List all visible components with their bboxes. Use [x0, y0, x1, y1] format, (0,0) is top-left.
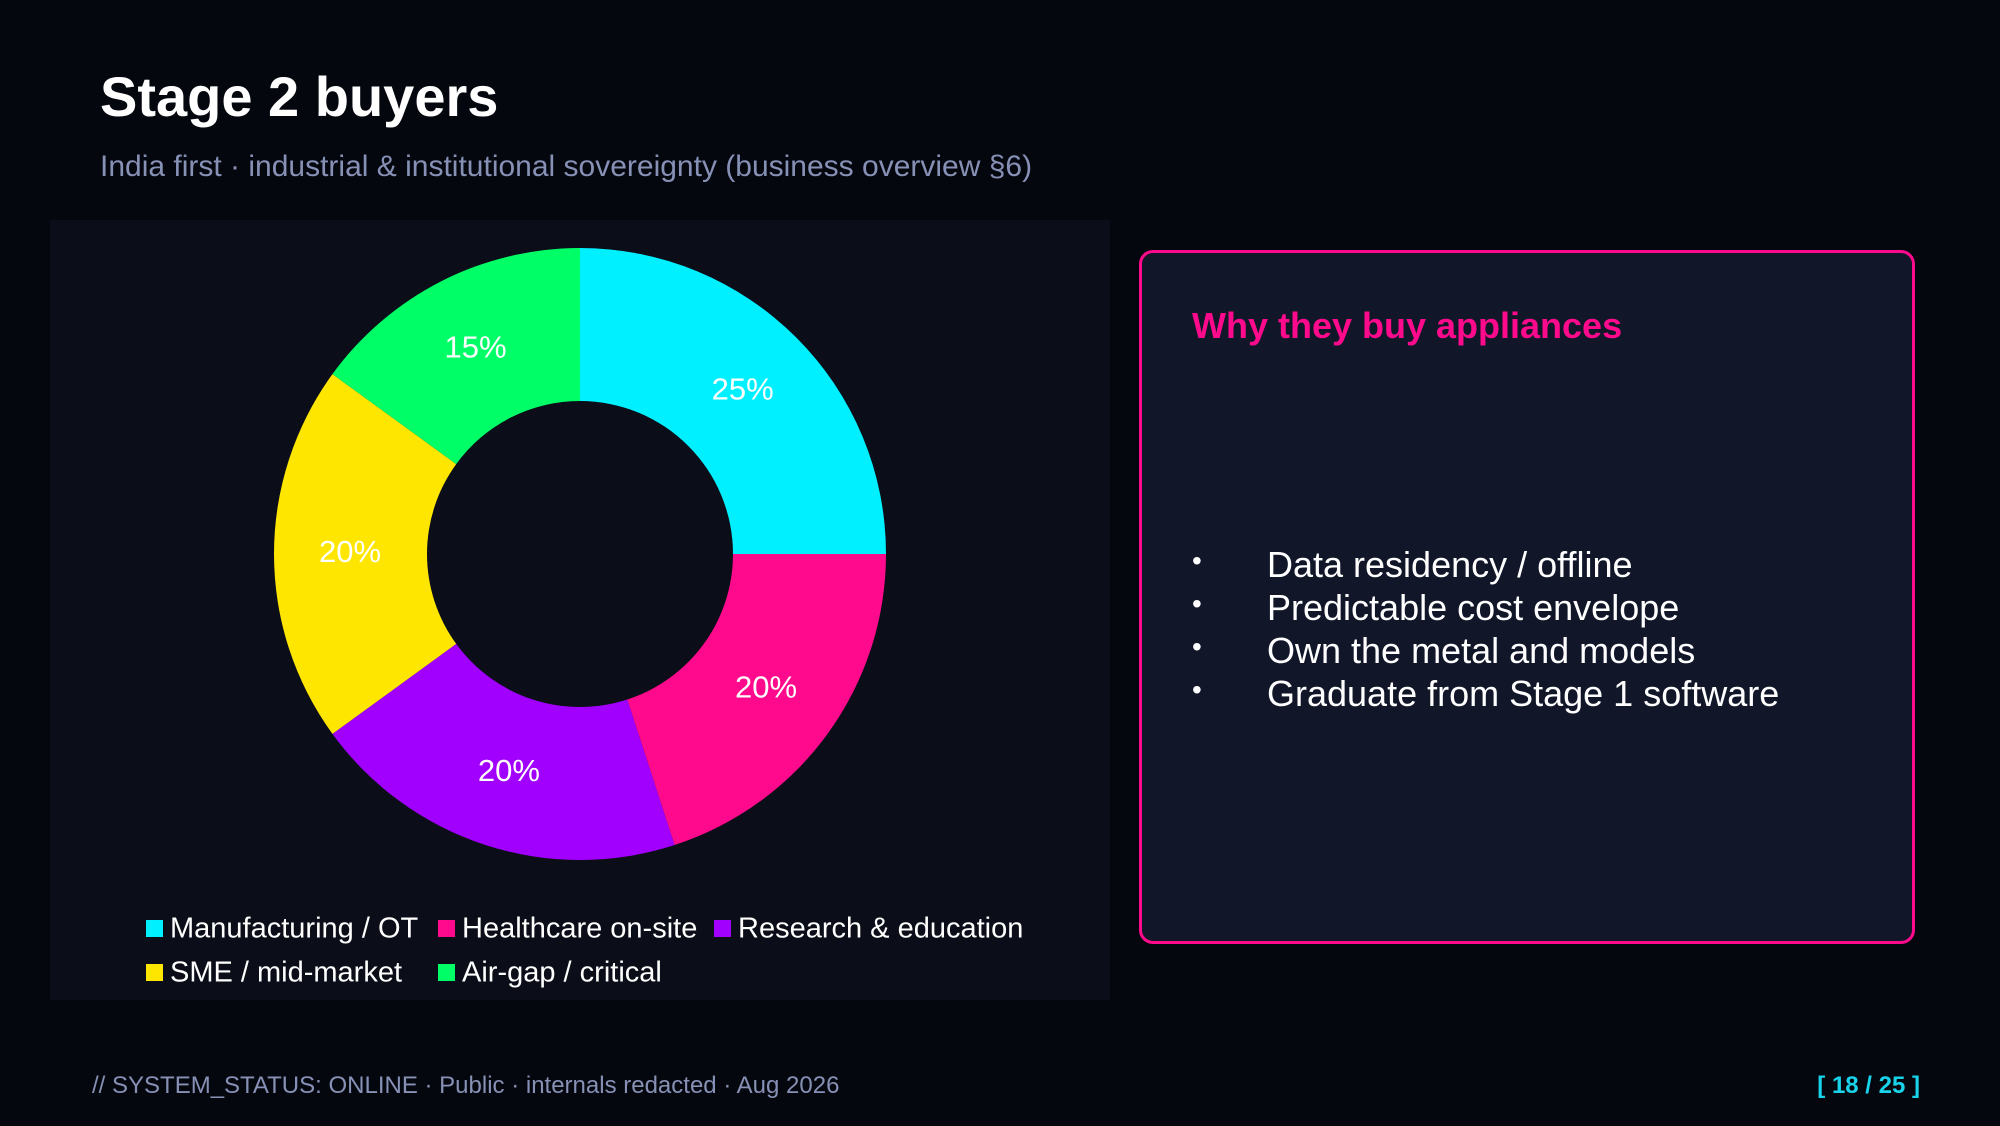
- chart: 25% 20% 20% 20% 15% Manufacturing / OT Healthc…: [146, 248, 1023, 989]
- value-label: 25%: [712, 372, 774, 407]
- legend-label: Air-gap / critical: [462, 957, 662, 989]
- pie-slice: [274, 374, 457, 734]
- bullet-item: Data residency / offline: [1192, 539, 1779, 586]
- pie-slice: [580, 248, 886, 554]
- legend-swatch: [146, 920, 163, 937]
- panel-heading: Why they buy appliances: [1192, 305, 1623, 346]
- pie-slice: [627, 554, 886, 846]
- slide-subtitle: India first · industrial & institutional…: [100, 150, 1033, 183]
- bullet-item: Graduate from Stage 1 software: [1192, 668, 1779, 715]
- legend-swatch: [714, 920, 731, 937]
- legend-swatch: [146, 964, 163, 981]
- legend-swatch: [438, 920, 455, 937]
- footer-status: // SYSTEM_STATUS: ONLINE · Public · inte…: [92, 1072, 840, 1099]
- slide-title: Stage 2 buyers: [100, 65, 499, 128]
- legend-label: SME / mid-market: [170, 957, 402, 989]
- value-label: 20%: [735, 669, 797, 704]
- info-panel: Why they buy appliances Data residency /…: [1139, 250, 1915, 944]
- pie-slice: [332, 248, 580, 465]
- legend-label: Research & education: [738, 913, 1023, 945]
- value-label: 15%: [445, 329, 507, 364]
- chart-panel: 25% 20% 20% 20% 15% Manufacturing / OT Healthc…: [50, 220, 1110, 1000]
- legend-label: Healthcare on-site: [462, 913, 697, 945]
- bullet-list: Data residency / offlinePredictable cost…: [1192, 539, 1779, 715]
- legend-swatch: [438, 964, 455, 981]
- bullet-item: Predictable cost envelope: [1192, 582, 1779, 629]
- page-number: [ 18 / 25 ]: [1817, 1072, 1920, 1099]
- legend-label: Manufacturing / OT: [170, 913, 418, 945]
- value-label: 20%: [319, 534, 381, 569]
- pie-slice: [332, 643, 675, 861]
- bullet-item: Own the metal and models: [1192, 625, 1779, 672]
- value-label: 20%: [478, 753, 540, 788]
